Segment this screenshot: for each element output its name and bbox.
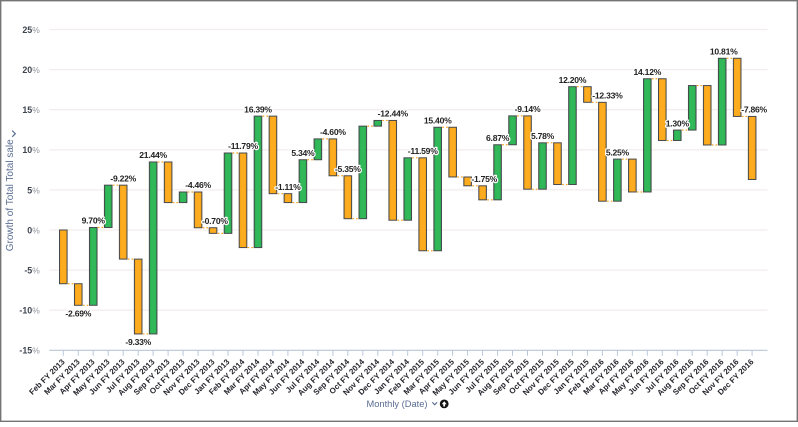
- svg-text:9.70%: 9.70%: [82, 216, 106, 226]
- svg-text:-1.11%: -1.11%: [275, 182, 301, 192]
- svg-text:5.25%: 5.25%: [606, 147, 630, 157]
- svg-text:1.30%: 1.30%: [666, 118, 690, 128]
- svg-text:-7.86%: -7.86%: [741, 105, 767, 115]
- svg-text:Growth of Total Total sale: Growth of Total Total sale: [5, 139, 16, 251]
- svg-text:5%: 5%: [27, 185, 40, 195]
- svg-text:12.20%: 12.20%: [559, 75, 587, 85]
- svg-text:15.40%: 15.40%: [424, 116, 452, 126]
- svg-text:20%: 20%: [22, 65, 40, 75]
- svg-text:15%: 15%: [22, 105, 40, 115]
- svg-text:-5%: -5%: [24, 266, 40, 276]
- svg-text:14.12%: 14.12%: [633, 67, 661, 77]
- svg-text:-9.22%: -9.22%: [110, 173, 136, 183]
- svg-text:6.87%: 6.87%: [486, 133, 510, 143]
- svg-text:0%: 0%: [27, 225, 40, 235]
- svg-text:-4.60%: -4.60%: [320, 127, 346, 137]
- svg-text:-2.69%: -2.69%: [65, 308, 91, 318]
- svg-text:10.81%: 10.81%: [710, 47, 738, 57]
- svg-text:5.34%: 5.34%: [291, 148, 315, 158]
- svg-text:-5.35%: -5.35%: [335, 164, 361, 174]
- svg-text:Monthly (Date): Monthly (Date): [367, 399, 428, 409]
- svg-text:-4.46%: -4.46%: [185, 180, 211, 190]
- svg-text:5.78%: 5.78%: [531, 131, 555, 141]
- svg-text:-15%: -15%: [19, 346, 40, 356]
- svg-text:-0.70%: -0.70%: [202, 216, 228, 226]
- svg-text:16.39%: 16.39%: [244, 104, 272, 114]
- svg-text:10%: 10%: [22, 145, 40, 155]
- svg-text:21.44%: 21.44%: [139, 150, 167, 160]
- svg-text:-12.33%: -12.33%: [592, 91, 623, 101]
- svg-text:-11.79%: -11.79%: [228, 141, 258, 151]
- svg-text:25%: 25%: [22, 25, 40, 35]
- svg-text:-10%: -10%: [19, 306, 40, 316]
- svg-text:-9.14%: -9.14%: [515, 104, 541, 114]
- svg-text:-1.75%: -1.75%: [471, 174, 497, 184]
- svg-text:-9.33%: -9.33%: [125, 337, 151, 347]
- svg-text:-12.44%: -12.44%: [378, 109, 409, 119]
- svg-text:-11.59%: -11.59%: [408, 146, 438, 156]
